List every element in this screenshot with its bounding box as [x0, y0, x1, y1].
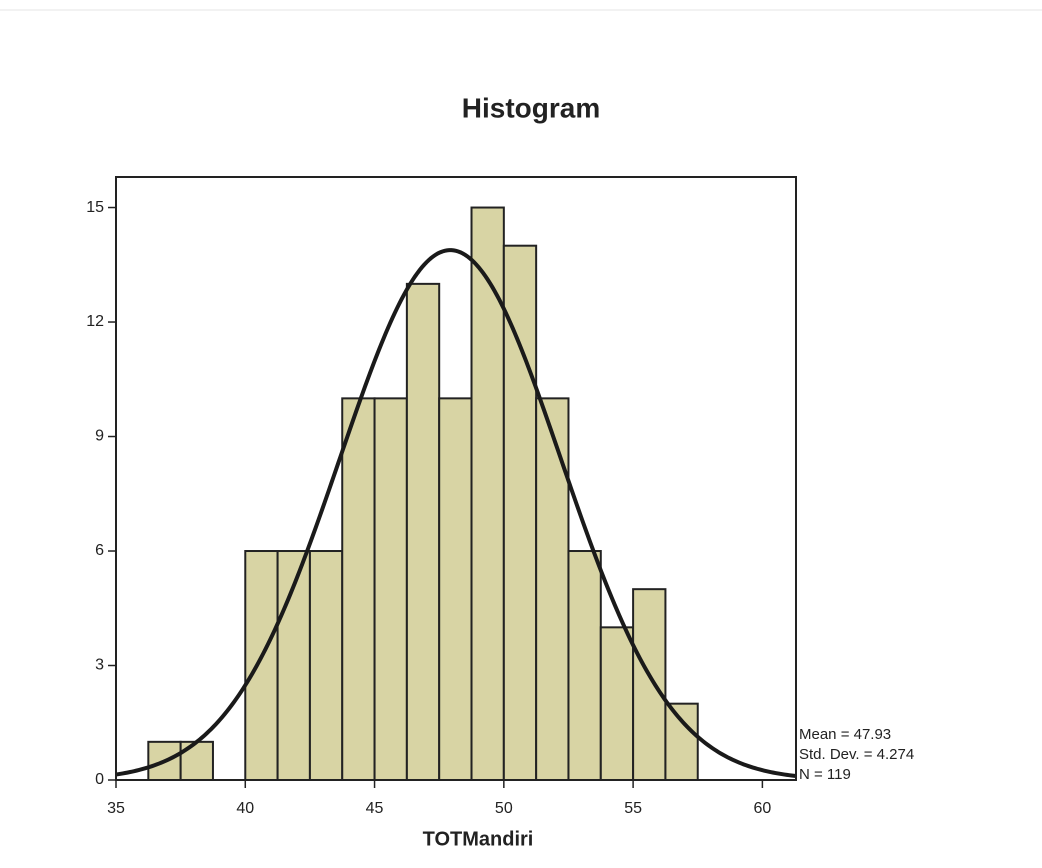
- stat-label: Std. Dev. = 4.274: [799, 746, 914, 763]
- y-tick-label: 6: [95, 542, 104, 559]
- plot-frame: [115, 176, 797, 781]
- y-tick-label: 12: [86, 313, 104, 330]
- bar: [438, 397, 473, 781]
- bar: [470, 206, 505, 782]
- bar: [244, 550, 279, 781]
- bar: [179, 740, 214, 782]
- y-tick-label: 9: [95, 428, 104, 445]
- x-tick-label: 50: [495, 800, 513, 817]
- bar: [502, 244, 538, 781]
- bar: [405, 282, 441, 781]
- stat-label: N = 119: [799, 766, 851, 783]
- bar: [632, 588, 667, 781]
- bar: [535, 397, 570, 781]
- stat-label: Mean = 47.93: [799, 726, 891, 743]
- x-tick-label: 55: [624, 800, 642, 817]
- bar: [341, 397, 376, 781]
- bar: [567, 550, 602, 781]
- bar: [664, 702, 699, 782]
- y-tick-label: 0: [95, 771, 104, 788]
- x-axis-label: TOTMandiri: [423, 828, 534, 850]
- bar: [599, 626, 635, 782]
- bar: [373, 397, 408, 781]
- chart-title: Histogram: [462, 92, 600, 123]
- x-tick-label: 60: [753, 800, 771, 817]
- bar: [308, 550, 344, 781]
- y-tick-label: 3: [95, 657, 104, 674]
- x-tick-label: 35: [107, 800, 125, 817]
- bars: [147, 206, 699, 782]
- curve-group: [116, 248, 796, 779]
- normal-curve: [116, 248, 796, 779]
- y-tick-label: 15: [86, 199, 104, 216]
- x-tick-label: 45: [366, 800, 384, 817]
- x-tick-label: 40: [236, 800, 254, 817]
